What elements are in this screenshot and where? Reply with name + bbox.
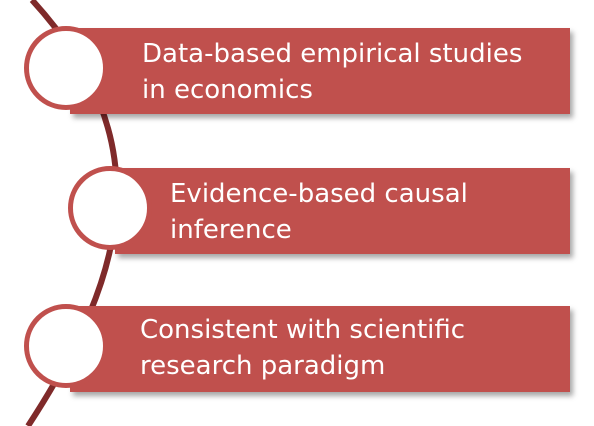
- list-item-label-1: Data-based empirical studies in economic…: [142, 39, 523, 105]
- list-item-bullet-1: [24, 26, 108, 110]
- list-item-bar-2: [115, 168, 570, 254]
- list-item-label-3: Consistent with scientific research para…: [140, 315, 466, 381]
- list-item-bullet-2: [68, 166, 152, 250]
- list-item-bar-1: [70, 28, 570, 114]
- list-item-label-2: Evidence-based causal inference: [170, 179, 468, 245]
- list-item-bullet-3: [24, 304, 108, 388]
- list-item-bar-3: [70, 306, 570, 392]
